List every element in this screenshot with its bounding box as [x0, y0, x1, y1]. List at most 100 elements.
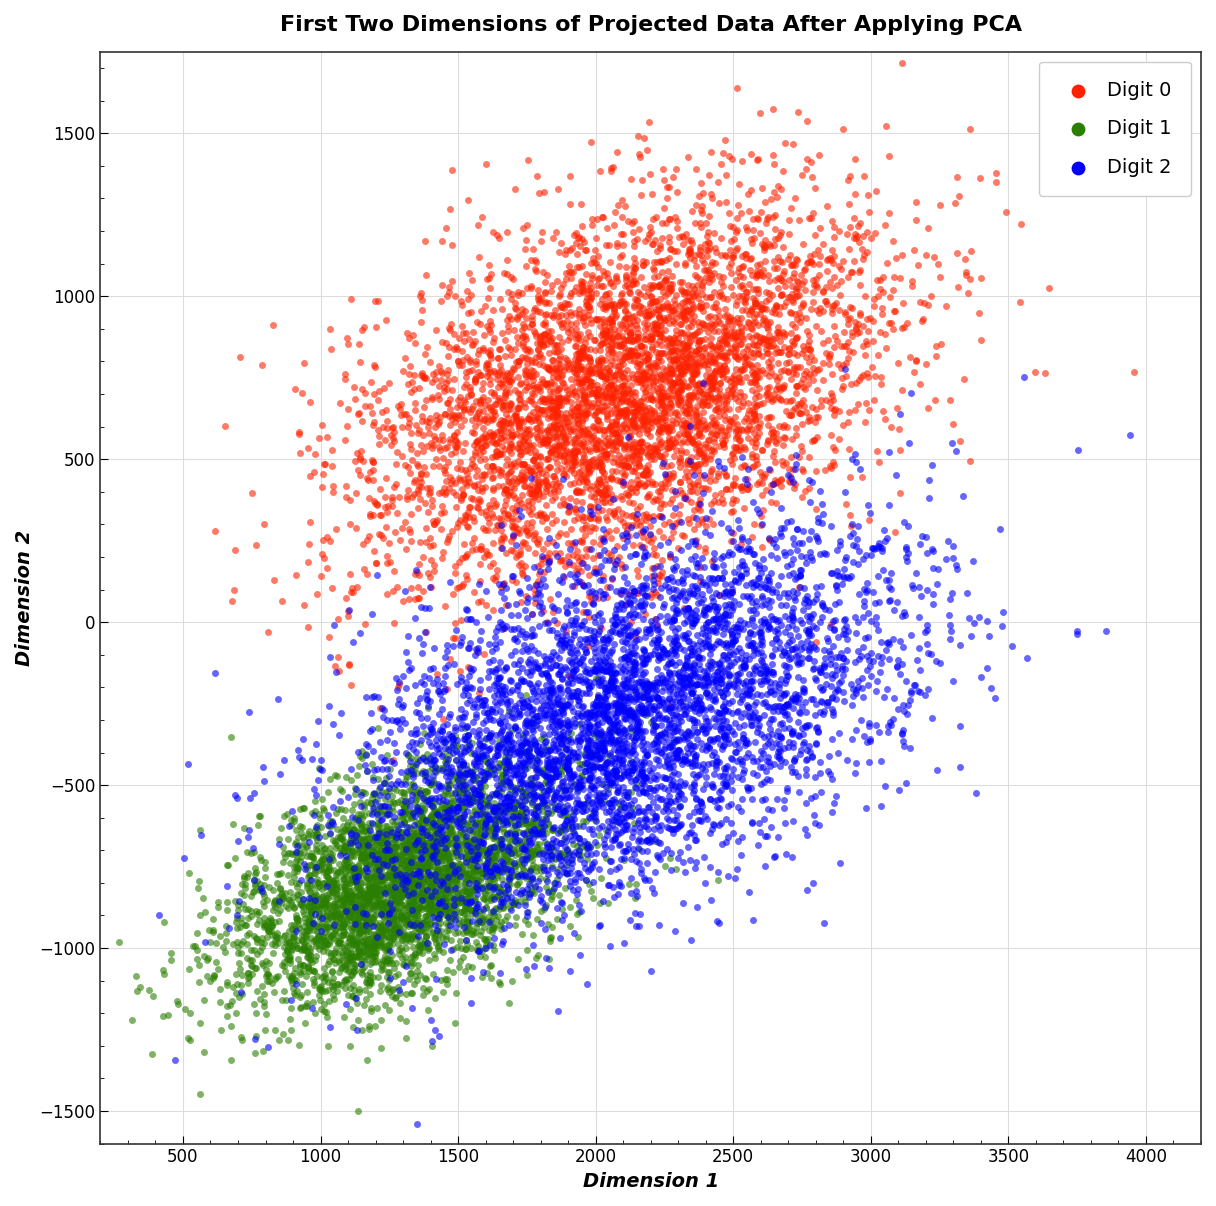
Point [460, 832, 479, 851]
Point [421, 868, 440, 888]
Point [848, 672, 867, 691]
Point [578, 365, 597, 385]
Point [359, 890, 378, 909]
Point [613, 355, 632, 374]
Point [421, 736, 440, 755]
Point [528, 740, 547, 760]
Point [542, 621, 562, 640]
Point [422, 886, 441, 906]
Point [488, 377, 507, 397]
Point [510, 351, 529, 370]
Point [664, 291, 683, 310]
Point [602, 640, 621, 660]
Point [554, 511, 574, 531]
Point [365, 760, 384, 779]
Point [715, 661, 734, 680]
Point [465, 476, 484, 496]
Point [540, 405, 559, 425]
Point [1036, 364, 1055, 384]
Point [914, 293, 934, 312]
Point [407, 854, 427, 873]
Point [561, 779, 580, 798]
Point [685, 500, 704, 520]
Point [471, 825, 490, 844]
Point [469, 683, 489, 702]
Point [827, 562, 846, 581]
Point [910, 608, 929, 627]
Point [660, 713, 680, 732]
Point [657, 269, 676, 288]
Point [393, 417, 412, 437]
Point [612, 327, 631, 346]
Point [483, 601, 502, 620]
Point [472, 942, 491, 961]
Point [372, 760, 392, 779]
Point [540, 773, 559, 792]
Point [372, 781, 392, 801]
Point [488, 391, 507, 410]
Point [759, 597, 778, 616]
Point [529, 736, 548, 755]
Point [550, 412, 569, 432]
Point [479, 707, 499, 726]
Point [548, 363, 568, 382]
Point [704, 679, 724, 698]
Point [868, 286, 888, 305]
Point [744, 640, 764, 660]
Point [516, 841, 535, 860]
Point [826, 666, 845, 685]
Point [320, 824, 339, 843]
Point [613, 702, 632, 721]
Point [475, 861, 495, 880]
Point [299, 936, 319, 955]
Point [507, 327, 527, 346]
Point [675, 309, 694, 328]
Point [547, 405, 567, 425]
Point [572, 356, 591, 375]
Point [570, 946, 590, 965]
Point [238, 827, 258, 847]
Point [303, 993, 322, 1012]
Point [879, 443, 899, 462]
Point [666, 557, 686, 576]
Point [494, 392, 513, 411]
Point [365, 906, 384, 925]
Point [617, 268, 636, 287]
Point [796, 402, 816, 421]
Point [879, 576, 899, 596]
Point [671, 457, 691, 476]
Point [619, 663, 638, 683]
Point [778, 584, 798, 603]
Point [402, 883, 422, 902]
Point [452, 479, 472, 498]
Point [484, 813, 503, 832]
Point [860, 203, 879, 222]
Point [247, 932, 266, 952]
Point [730, 276, 749, 295]
Point [350, 447, 370, 467]
Point [455, 703, 474, 722]
Point [426, 815, 445, 835]
Point [687, 396, 706, 415]
Point [602, 730, 621, 749]
Point [275, 938, 294, 958]
Point [302, 876, 321, 895]
Point [714, 634, 733, 654]
Point [651, 388, 670, 408]
Point [820, 355, 839, 374]
Point [327, 974, 347, 994]
Point [696, 260, 715, 280]
Point [516, 744, 535, 763]
Point [787, 646, 806, 666]
Point [624, 844, 643, 863]
Point [401, 925, 421, 944]
Point [450, 810, 469, 830]
Point [715, 726, 734, 745]
Point [415, 798, 434, 818]
Point [799, 447, 818, 467]
Point [749, 715, 769, 734]
Point [681, 447, 700, 467]
Point [439, 851, 458, 871]
Point [579, 791, 598, 810]
Point [466, 367, 485, 386]
